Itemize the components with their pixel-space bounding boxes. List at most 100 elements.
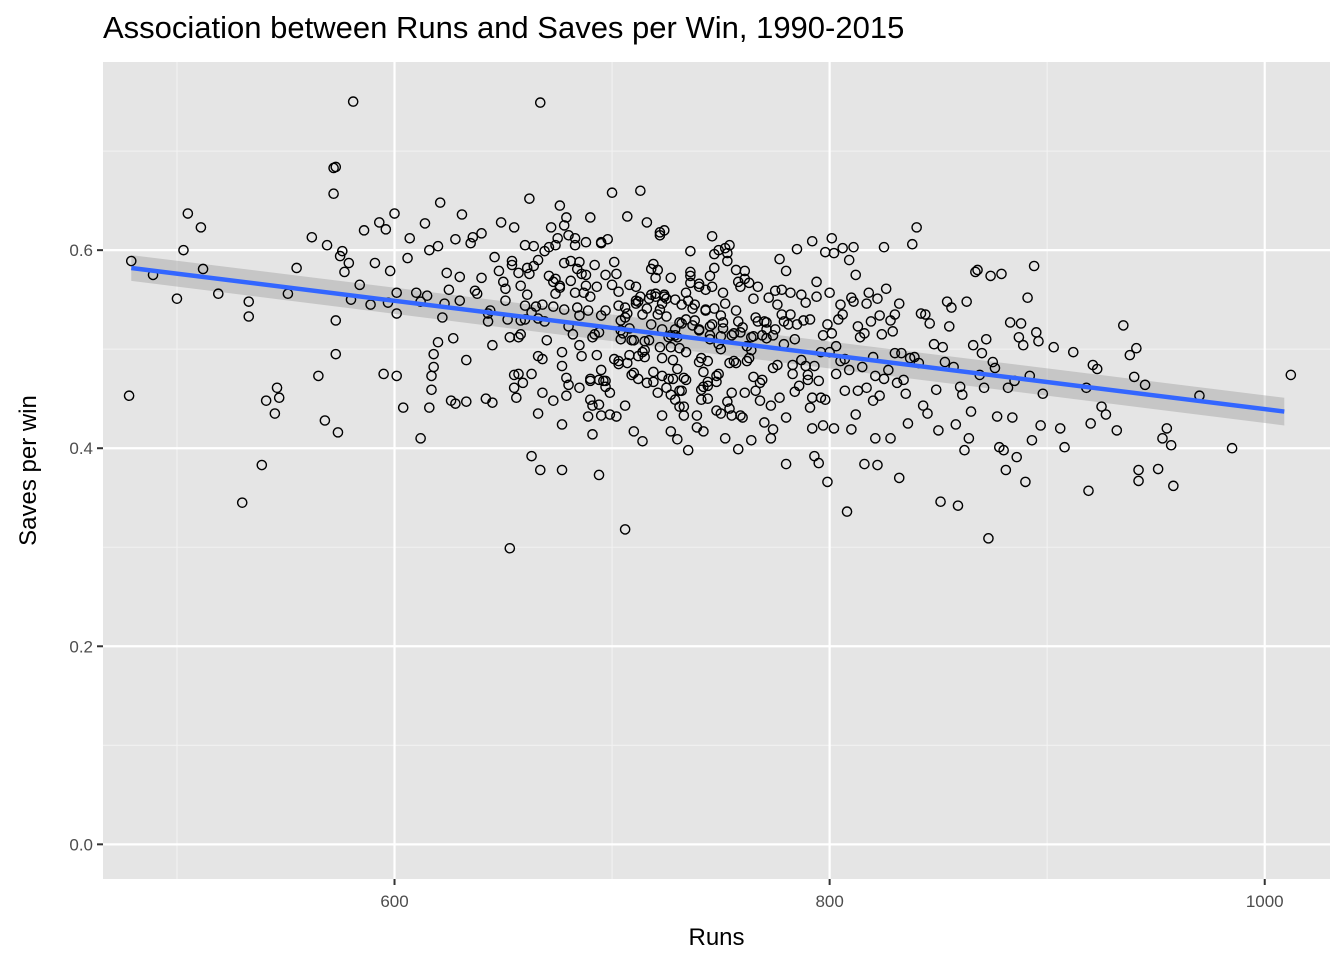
- data-point: [236, 497, 248, 508]
- data-point: [976, 347, 988, 359]
- data-point: [565, 275, 577, 287]
- data-point: [493, 265, 505, 277]
- data-point: [826, 328, 838, 339]
- data-point: [604, 409, 616, 420]
- data-point: [654, 304, 666, 315]
- data-point: [706, 319, 718, 330]
- data-point: [450, 233, 461, 245]
- data-point: [835, 299, 846, 310]
- data-point: [846, 424, 857, 435]
- data-point: [273, 392, 285, 404]
- data-point: [1118, 320, 1129, 331]
- data-point: [1054, 423, 1066, 434]
- data-point: [698, 366, 709, 378]
- data-point: [702, 355, 714, 367]
- data-point: [556, 464, 568, 476]
- data-point: [824, 287, 835, 299]
- data-point: [1037, 388, 1049, 400]
- data-point: [506, 259, 518, 271]
- data-point: [465, 237, 476, 249]
- data-point: [619, 524, 631, 535]
- y-axis-title: Saves per win: [15, 395, 42, 546]
- data-point: [645, 263, 657, 275]
- data-point: [746, 434, 757, 446]
- data-point: [271, 382, 283, 394]
- data-point: [521, 289, 533, 301]
- data-point: [761, 317, 772, 328]
- data-point: [593, 399, 605, 410]
- data-point: [906, 238, 918, 250]
- data-point: [863, 287, 875, 299]
- data-point: [1000, 464, 1012, 476]
- data-point: [924, 318, 936, 329]
- data-point: [843, 254, 855, 266]
- data-point: [561, 372, 572, 384]
- data-point: [556, 360, 568, 372]
- data-point: [582, 411, 594, 422]
- data-point: [715, 310, 727, 321]
- data-point: [717, 317, 729, 328]
- data-point: [837, 242, 848, 254]
- data-point: [1017, 339, 1029, 351]
- data-point: [428, 348, 439, 360]
- data-point: [806, 235, 818, 247]
- data-point: [504, 542, 516, 554]
- data-point: [874, 390, 885, 402]
- data-point: [556, 346, 568, 358]
- data-point: [870, 433, 881, 444]
- data-point: [125, 255, 137, 267]
- data-point: [434, 197, 446, 208]
- data-point: [608, 256, 620, 268]
- data-point: [645, 319, 657, 330]
- data-point: [772, 359, 783, 371]
- data-point: [574, 310, 585, 321]
- data-point: [724, 403, 735, 414]
- data-point: [500, 295, 511, 306]
- data-point: [397, 402, 409, 413]
- data-point: [469, 285, 481, 297]
- data-point: [600, 375, 611, 387]
- data-point: [728, 328, 740, 339]
- data-point: [767, 424, 779, 435]
- data-point: [709, 303, 720, 314]
- data-point: [978, 382, 990, 394]
- data-point: [830, 340, 842, 352]
- data-point: [674, 401, 685, 412]
- data-point: [806, 423, 818, 434]
- data-point: [811, 276, 822, 288]
- data-point: [334, 250, 346, 262]
- data-point: [593, 374, 605, 386]
- data-point: [447, 332, 459, 344]
- data-point: [628, 426, 640, 437]
- data-point: [1111, 425, 1123, 436]
- data-point: [754, 395, 766, 406]
- data-point: [332, 427, 344, 438]
- data-point: [639, 351, 651, 363]
- data-point: [983, 533, 994, 544]
- data-point: [802, 374, 814, 386]
- data-point: [489, 251, 500, 263]
- data-point: [552, 232, 563, 244]
- x-axis-title: Runs: [688, 924, 744, 951]
- data-point: [611, 268, 622, 280]
- data-point: [600, 269, 611, 281]
- data-point: [1015, 318, 1027, 329]
- data-point: [989, 362, 1001, 374]
- data-point: [269, 408, 281, 419]
- data-point: [911, 222, 922, 233]
- data-point: [874, 310, 885, 321]
- data-point: [693, 278, 705, 290]
- data-point: [1048, 341, 1060, 353]
- data-point: [630, 281, 642, 293]
- data-point: [563, 230, 574, 241]
- data-point: [391, 370, 402, 382]
- data-point: [980, 333, 992, 345]
- data-point: [1020, 476, 1031, 488]
- data-point: [576, 268, 587, 280]
- data-point: [123, 390, 135, 402]
- data-point: [1161, 423, 1173, 434]
- data-point: [517, 377, 529, 389]
- data-point: [424, 402, 435, 413]
- data-point: [1139, 379, 1151, 391]
- data-point: [606, 279, 618, 291]
